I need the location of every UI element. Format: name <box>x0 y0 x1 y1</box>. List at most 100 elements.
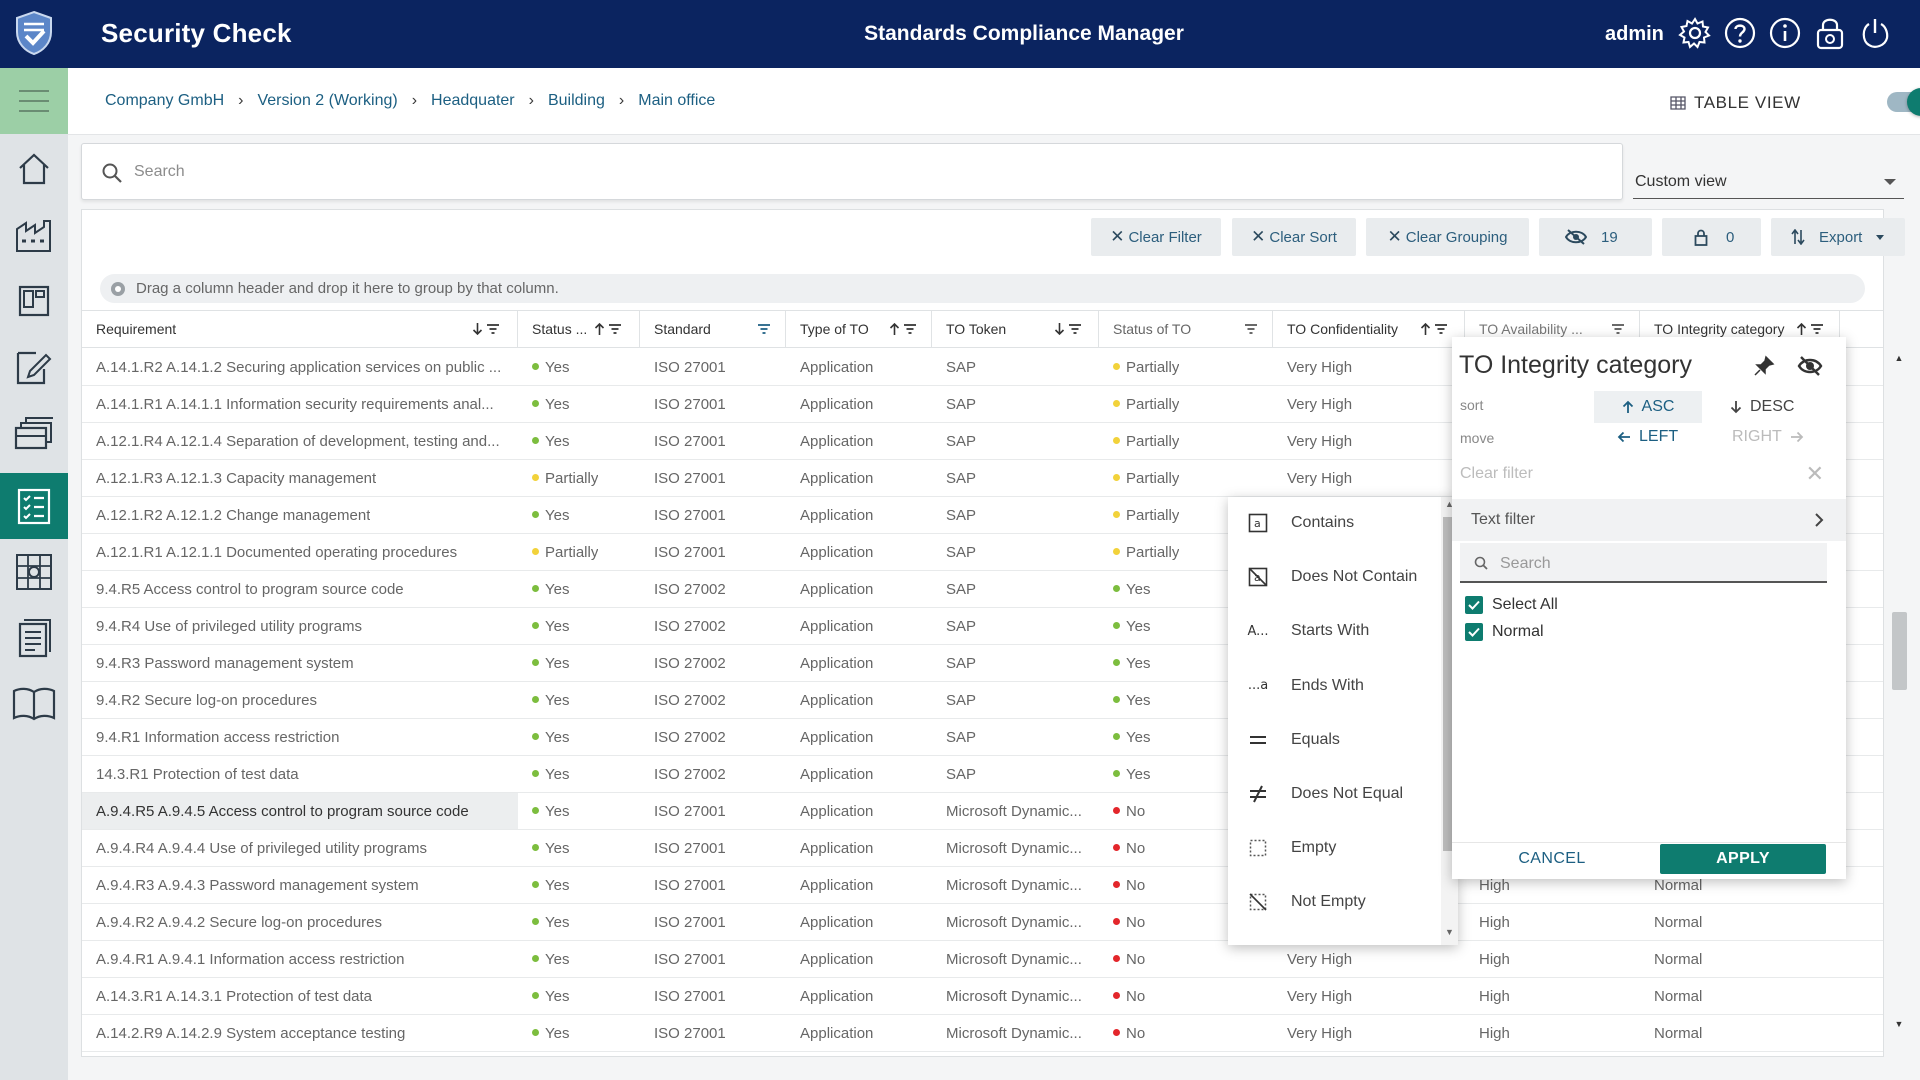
nav-item-checklist[interactable] <box>0 473 68 539</box>
table-row[interactable]: A.9.4.R2 A.9.4.2 Secure log-on procedure… <box>82 904 1883 941</box>
clear-filter-button[interactable]: ✕ Clear Filter <box>1091 218 1221 256</box>
list-icon <box>18 619 51 658</box>
lock-icon[interactable] <box>1813 16 1847 50</box>
table-row[interactable]: 9.4.R2 Secure log-on procedures Yes ISO 27… <box>82 682 1883 719</box>
filter-op-not-contains[interactable]: aDoes Not Contain <box>1228 555 1438 599</box>
table-row[interactable]: A.9.4.R4 A.9.4.4 Use of privileged utili… <box>82 830 1883 867</box>
table-row[interactable]: 9.4.R4 Use of privileged utility program… <box>82 608 1883 645</box>
table-row[interactable]: A.12.1.R3 A.12.1.3 Capacity management Pa… <box>82 460 1883 497</box>
nav-item-home[interactable] <box>0 136 68 202</box>
clear-filter-option[interactable]: Clear filter ✕ <box>1460 461 1824 486</box>
filter-op-not-empty[interactable]: Not Empty <box>1228 880 1438 924</box>
shield-logo-icon[interactable] <box>14 10 54 56</box>
column-header-token[interactable]: TO Token <box>932 311 1099 348</box>
starts-with-icon: A... <box>1247 623 1269 639</box>
select-all-checkbox[interactable]: Select All <box>1465 596 1558 614</box>
move-right-button[interactable]: RIGHT <box>1732 421 1804 453</box>
breadcrumb-item[interactable]: Building <box>547 92 605 109</box>
eye-off-icon[interactable] <box>1797 355 1823 377</box>
table-row[interactable]: A.12.1.R4 A.12.1.4 Separation of develop… <box>82 423 1883 460</box>
custom-view-select[interactable]: Custom view <box>1633 167 1904 199</box>
status-dot <box>1113 733 1120 740</box>
nav-item-stack[interactable] <box>0 400 68 466</box>
status-dot <box>1113 400 1120 407</box>
search-input[interactable] <box>134 158 1534 186</box>
table-row[interactable]: 9.4.R3 Password management system Yes ISO … <box>82 645 1883 682</box>
table-row[interactable]: A.14.1.R1 A.14.1.1 Information security … <box>82 386 1883 423</box>
hidden-columns-button[interactable]: 19 <box>1539 218 1652 256</box>
info-icon[interactable] <box>1768 16 1802 50</box>
scroll-up-arrow[interactable]: ▲ <box>1445 499 1454 509</box>
filter-op-starts-with[interactable]: A... Starts With <box>1228 609 1438 653</box>
column-header-confidentiality[interactable]: TO Confidentiality <box>1273 311 1465 348</box>
table-row[interactable]: A.9.4.R3 A.9.4.3 Password management sys… <box>82 867 1883 904</box>
cell-type: Application <box>800 433 874 450</box>
sort-asc-button[interactable]: ASC <box>1594 391 1702 423</box>
sort-desc-button[interactable]: DESC <box>1730 391 1794 423</box>
scroll-down-arrow[interactable]: ▼ <box>1894 1019 1904 1029</box>
filter-op-ends-with[interactable]: ...a Ends With <box>1228 664 1438 708</box>
table-row[interactable]: 14.3.R1 Protection of test data Yes ISO 27… <box>82 756 1883 793</box>
power-icon[interactable] <box>1858 16 1892 50</box>
nav-item-list[interactable] <box>0 605 68 671</box>
table-row[interactable]: A.12.1.R1 A.12.1.1 Documented operating … <box>82 534 1883 571</box>
sort-desc-icon <box>1054 323 1065 336</box>
table-row[interactable]: A.14.2.R9 A.14.2.9 System acceptance tes… <box>82 1015 1883 1052</box>
table-grid-icon <box>1670 96 1686 110</box>
text-filter-option[interactable]: Text filter <box>1452 499 1846 541</box>
table-row[interactable]: A.9.4.R5 A.9.4.5 Access control to progr… <box>82 793 1883 830</box>
cell-standard: ISO 27001 <box>654 877 726 894</box>
cell-integ: Normal <box>1654 951 1703 968</box>
table-row[interactable]: A.14.1.R2 A.14.1.2 Securing application … <box>82 349 1883 386</box>
user-name[interactable]: admin <box>1605 23 1664 45</box>
cell-conf: Very High <box>1287 951 1353 968</box>
column-header-type[interactable]: Type of TO <box>786 311 932 348</box>
scroll-up-arrow[interactable]: ▲ <box>1894 353 1904 363</box>
menu-toggle-button[interactable] <box>0 68 68 134</box>
nav-item-grid[interactable] <box>0 539 68 605</box>
table-row[interactable]: A.9.4.R1 A.9.4.1 Information access rest… <box>82 941 1883 978</box>
nav-item-book[interactable] <box>0 671 68 737</box>
column-header-availability[interactable]: TO Availability ... <box>1465 311 1640 348</box>
breadcrumb-item[interactable]: Version 2 (Working) <box>257 92 398 109</box>
breadcrumb-item[interactable]: Main office <box>638 92 716 109</box>
table-row[interactable]: A.12.1.R2 A.12.1.2 Change management Yes I… <box>82 497 1883 534</box>
breadcrumb-item[interactable]: Company GmbH <box>105 92 225 109</box>
table-row[interactable]: 9.4.R1 Information access restriction Yes… <box>82 719 1883 756</box>
cell-standard: ISO 27002 <box>654 618 726 635</box>
table-view-toggle[interactable] <box>1887 88 1920 116</box>
status-dot <box>1113 770 1120 777</box>
column-header-requirement[interactable]: Requirement <box>82 311 518 348</box>
nav-item-layout[interactable] <box>0 268 68 334</box>
filter-op-equals[interactable]: Equals <box>1228 718 1438 762</box>
nav-item-edit[interactable] <box>0 334 68 400</box>
filter-op-not-equal[interactable]: Does Not Equal <box>1228 772 1438 816</box>
locked-columns-button[interactable]: 0 <box>1662 218 1761 256</box>
table-row[interactable]: 9.4.R5 Access control to program source … <box>82 571 1883 608</box>
gear-icon[interactable] <box>1678 16 1712 50</box>
column-header-standard[interactable]: Standard <box>640 311 786 348</box>
help-icon[interactable] <box>1723 16 1757 50</box>
move-left-button[interactable]: LEFT <box>1617 421 1678 453</box>
table-row[interactable]: A.14.3.R1 A.14.3.1 Protection of test da… <box>82 978 1883 1015</box>
group-drop-zone[interactable]: Drag a column header and drop it here to… <box>100 274 1865 303</box>
scroll-down-arrow[interactable]: ▼ <box>1445 927 1454 937</box>
apply-button[interactable]: APPLY <box>1660 844 1826 874</box>
filter-search-input[interactable] <box>1500 553 1800 575</box>
nav-item-factory[interactable] <box>0 202 68 268</box>
divider <box>1452 842 1846 843</box>
filter-op-contains[interactable]: a Contains <box>1228 501 1438 545</box>
cancel-button[interactable]: CANCEL <box>1518 850 1586 867</box>
breadcrumb-item[interactable]: Headquater <box>431 92 515 109</box>
column-header-status[interactable]: Status ... <box>518 311 640 348</box>
cell-to-status: No <box>1113 988 1145 1005</box>
column-header-integrity[interactable]: TO Integrity category <box>1640 311 1840 348</box>
column-header-to-status[interactable]: Status of TO <box>1099 311 1273 348</box>
clear-sort-button[interactable]: ✕ Clear Sort <box>1232 218 1356 256</box>
filter-op-empty[interactable]: Empty <box>1228 826 1438 870</box>
vertical-scrollbar[interactable] <box>1892 612 1907 690</box>
normal-checkbox[interactable]: Normal <box>1465 623 1544 641</box>
export-button[interactable]: Export <box>1771 218 1905 256</box>
clear-grouping-button[interactable]: ✕ Clear Grouping <box>1366 218 1529 256</box>
pin-icon[interactable] <box>1753 355 1775 377</box>
